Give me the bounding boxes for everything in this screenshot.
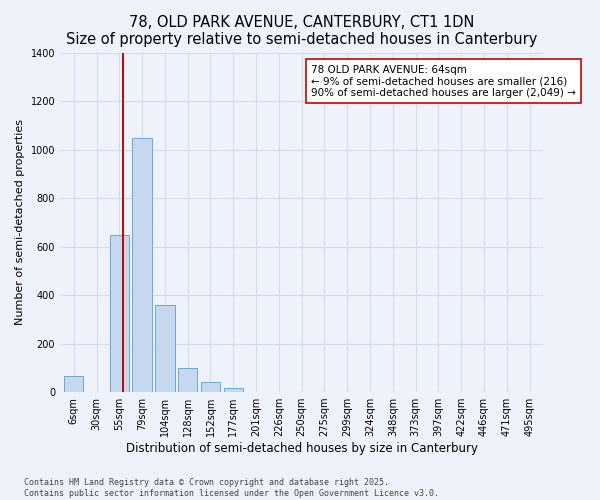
Title: 78, OLD PARK AVENUE, CANTERBURY, CT1 1DN
Size of property relative to semi-detac: 78, OLD PARK AVENUE, CANTERBURY, CT1 1DN… (66, 15, 538, 48)
Bar (110, 234, 129, 392)
Bar (201, 382, 220, 392)
Bar (178, 368, 197, 392)
Text: Contains HM Land Registry data © Crown copyright and database right 2025.
Contai: Contains HM Land Registry data © Crown c… (24, 478, 439, 498)
X-axis label: Distribution of semi-detached houses by size in Canterbury: Distribution of semi-detached houses by … (125, 442, 478, 455)
Bar (64, 376, 83, 392)
Bar (155, 305, 175, 392)
Text: 78 OLD PARK AVENUE: 64sqm
← 9% of semi-detached houses are smaller (216)
90% of : 78 OLD PARK AVENUE: 64sqm ← 9% of semi-d… (311, 64, 576, 98)
Bar (133, 138, 152, 392)
Bar (224, 388, 243, 392)
Y-axis label: Number of semi-detached properties: Number of semi-detached properties (15, 120, 25, 326)
